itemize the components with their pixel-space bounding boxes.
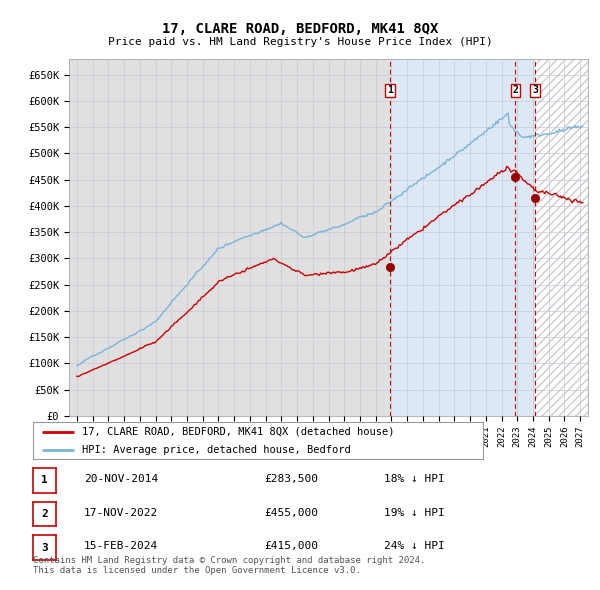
Text: 17, CLARE ROAD, BEDFORD, MK41 8QX (detached house): 17, CLARE ROAD, BEDFORD, MK41 8QX (detac… <box>83 427 395 437</box>
Text: HPI: Average price, detached house, Bedford: HPI: Average price, detached house, Bedf… <box>83 445 351 455</box>
Text: 17, CLARE ROAD, BEDFORD, MK41 8QX: 17, CLARE ROAD, BEDFORD, MK41 8QX <box>162 22 438 37</box>
Text: £283,500: £283,500 <box>264 474 318 484</box>
Text: Contains HM Land Registry data © Crown copyright and database right 2024.
This d: Contains HM Land Registry data © Crown c… <box>33 556 425 575</box>
Text: Price paid vs. HM Land Registry's House Price Index (HPI): Price paid vs. HM Land Registry's House … <box>107 37 493 47</box>
Text: 17-NOV-2022: 17-NOV-2022 <box>84 508 158 517</box>
Text: £455,000: £455,000 <box>264 508 318 517</box>
Text: 1: 1 <box>387 86 392 96</box>
Text: 2: 2 <box>512 86 518 96</box>
Text: 3: 3 <box>41 543 48 552</box>
Text: 3: 3 <box>532 86 538 96</box>
Text: 1: 1 <box>41 476 48 485</box>
Text: 20-NOV-2014: 20-NOV-2014 <box>84 474 158 484</box>
Text: 19% ↓ HPI: 19% ↓ HPI <box>384 508 445 517</box>
Text: £415,000: £415,000 <box>264 542 318 551</box>
Text: 18% ↓ HPI: 18% ↓ HPI <box>384 474 445 484</box>
Text: 2: 2 <box>41 509 48 519</box>
Text: 15-FEB-2024: 15-FEB-2024 <box>84 542 158 551</box>
Text: 24% ↓ HPI: 24% ↓ HPI <box>384 542 445 551</box>
